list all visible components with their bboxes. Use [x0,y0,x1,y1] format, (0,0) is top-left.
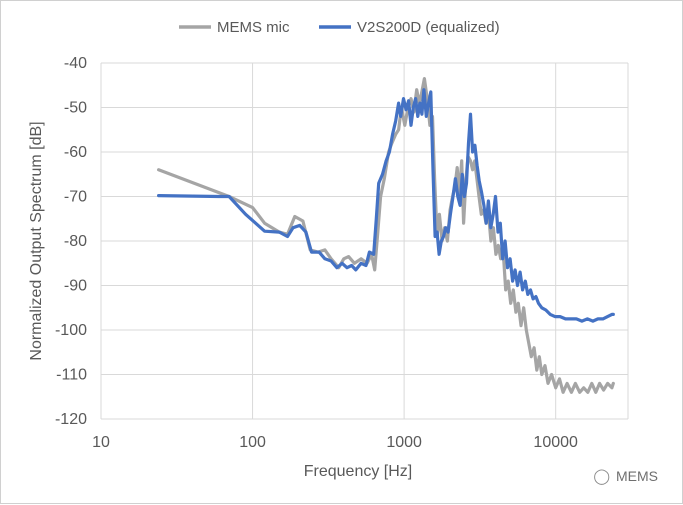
series-line-mems-mic [157,77,615,394]
y-axis-title: Normalized Output Spectrum [dB] [28,121,45,360]
series-lines [157,77,615,394]
y-tick-label: -80 [64,233,87,250]
x-tick-label: 1000 [386,434,422,451]
series-line-v2s200d [157,88,615,323]
y-tick-label: -70 [64,189,87,206]
x-tick-label: 10000 [533,434,578,451]
x-tick-label: 10 [92,434,110,451]
y-tick-label: -120 [55,411,87,428]
legend-label: MEMS mic [217,19,290,36]
grid [100,62,629,420]
x-axis-title: Frequency [Hz] [304,463,412,480]
legend-label: V2S200D (equalized) [357,19,500,36]
wechat-icon: ◯ [593,468,610,485]
y-tick-label: -110 [56,367,87,384]
y-tick-label: -100 [55,322,87,339]
y-tick-label: -50 [64,100,87,117]
x-tick-labels: 10 100 1000 10000 [92,434,578,451]
x-tick-label: 100 [239,434,266,451]
y-tick-label: -90 [64,278,87,295]
watermark-text: MEMS [616,468,658,484]
watermark: ◯ MEMS [593,467,658,485]
y-tick-label: -40 [64,55,87,72]
y-tick-labels: -40 -50 -60 -70 -80 -90 -100 -110 -120 [55,55,87,428]
y-tick-label: -60 [64,144,87,161]
legend: MEMS mic V2S200D (equalized) [179,19,500,36]
